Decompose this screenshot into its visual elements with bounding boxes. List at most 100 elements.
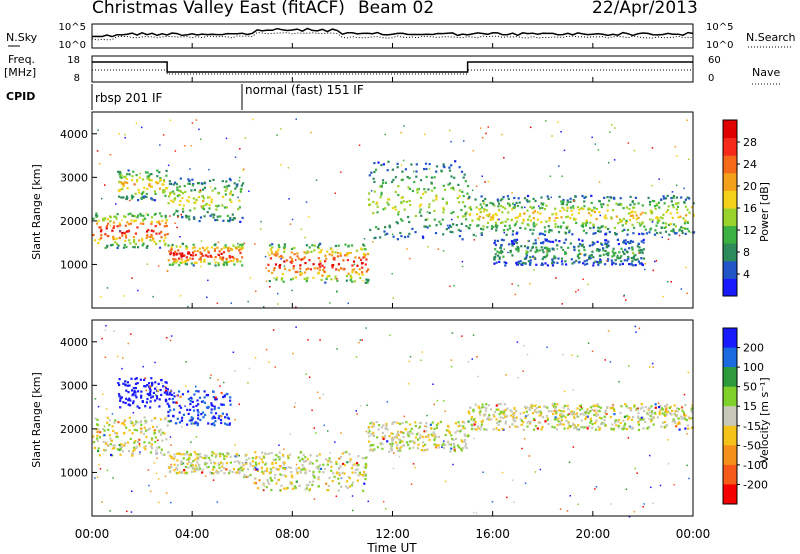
- cpid-mode-1: rbsp 201 IF: [95, 91, 162, 105]
- power-cell: [308, 259, 311, 262]
- power-cell: [179, 200, 182, 203]
- power-cell: [558, 240, 561, 243]
- power-cell: [192, 243, 195, 246]
- power-cell: [493, 257, 496, 260]
- power-noise-cell: [517, 284, 520, 287]
- velocity-cell: [167, 414, 170, 417]
- power-cell: [641, 232, 644, 235]
- power-cell: [184, 190, 187, 193]
- power-cell: [426, 226, 429, 229]
- velocity-cell: [156, 397, 159, 400]
- power-cell: [578, 208, 581, 211]
- power-cell: [230, 248, 233, 251]
- velocity-cell: [640, 416, 644, 419]
- power-cell: [611, 263, 614, 266]
- velocity-cell: [372, 425, 375, 428]
- power-noise-cell: [159, 144, 161, 146]
- power-cell: [500, 221, 503, 224]
- power-cell: [547, 240, 550, 243]
- power-cell: [560, 257, 564, 260]
- power-cell: [159, 178, 162, 181]
- power-cell: [651, 219, 654, 222]
- velocity-cell: [684, 427, 687, 430]
- velocity-cell: [648, 418, 651, 421]
- power-cell: [139, 222, 142, 225]
- velocity-cell: [431, 421, 434, 424]
- power-colorbar-swatch-6: [723, 172, 737, 191]
- velocity-cell: [488, 418, 491, 421]
- velocity-noise-cell: [572, 389, 574, 391]
- velocity-cell: [617, 420, 620, 423]
- power-cell: [654, 229, 657, 232]
- velocity-cell: [629, 407, 632, 410]
- power-cell: [215, 204, 218, 207]
- velocity-cell: [395, 436, 398, 439]
- power-cell: [433, 218, 436, 221]
- velocity-cell: [166, 388, 169, 391]
- power-cell: [541, 242, 544, 245]
- nave-tick-bottom: 0: [708, 73, 714, 84]
- velocity-cell: [573, 427, 576, 430]
- power-cell: [585, 259, 589, 262]
- velocity-cell: [650, 410, 653, 413]
- power-cell: [541, 248, 544, 252]
- velocity-cell: [356, 468, 359, 471]
- power-cell: [113, 237, 116, 241]
- power-noise-cell: [174, 150, 177, 152]
- velocity-cell: [167, 404, 171, 407]
- velocity-cell: [412, 446, 415, 449]
- velocity-cell: [211, 468, 215, 471]
- power-cell: [494, 239, 497, 242]
- power-noise-cell: [400, 164, 403, 167]
- power-noise-cell: [217, 253, 219, 256]
- power-cell: [400, 196, 403, 200]
- velocity-noise-cell: [511, 479, 514, 481]
- power-noise-cell: [475, 235, 477, 237]
- power-noise-cell: [195, 119, 198, 121]
- power-cell: [296, 270, 299, 274]
- power-cell: [239, 247, 242, 250]
- velocity-cell: [473, 423, 476, 426]
- velocity-noise-cell: [352, 509, 354, 512]
- velocity-cell: [168, 393, 172, 396]
- velocity-cell: [311, 480, 315, 483]
- power-cell: [408, 199, 411, 203]
- power-cell: [198, 247, 201, 250]
- velocity-ylabel: Slant Range [km]: [30, 372, 43, 468]
- power-cell: [358, 273, 361, 276]
- velocity-cell: [215, 454, 218, 457]
- power-cell: [202, 197, 206, 200]
- velocity-noise-cell: [509, 426, 511, 428]
- velocity-cell: [570, 413, 573, 416]
- velocity-cell: [283, 461, 286, 464]
- power-cell: [545, 220, 548, 223]
- power-cell: [578, 252, 581, 255]
- velocity-cell: [273, 476, 276, 479]
- power-cell: [622, 207, 625, 210]
- power-cell: [160, 230, 163, 233]
- velocity-cell: [207, 465, 210, 469]
- velocity-cell: [196, 409, 199, 412]
- velocity-noise-cell: [234, 418, 236, 421]
- power-cell: [545, 254, 548, 257]
- power-cell: [509, 227, 512, 230]
- power-noise-cell: [176, 226, 178, 229]
- velocity-cell: [203, 396, 206, 399]
- velocity-noise-cell: [243, 464, 245, 467]
- power-noise-cell: [209, 186, 212, 188]
- power-cell: [496, 239, 499, 242]
- velocity-noise-cell: [155, 386, 158, 388]
- power-cell: [545, 204, 548, 207]
- power-cell: [294, 270, 297, 274]
- velocity-cell: [146, 428, 149, 431]
- power-cell: [300, 258, 303, 261]
- velocity-cell: [686, 424, 690, 427]
- power-cell: [318, 243, 321, 247]
- power-cell: [589, 208, 592, 211]
- power-noise-cell: [291, 289, 293, 292]
- power-cell: [126, 173, 129, 176]
- velocity-cell: [229, 455, 232, 458]
- velocity-cell: [619, 412, 622, 415]
- power-cell: [560, 200, 563, 203]
- power-cell: [464, 214, 467, 217]
